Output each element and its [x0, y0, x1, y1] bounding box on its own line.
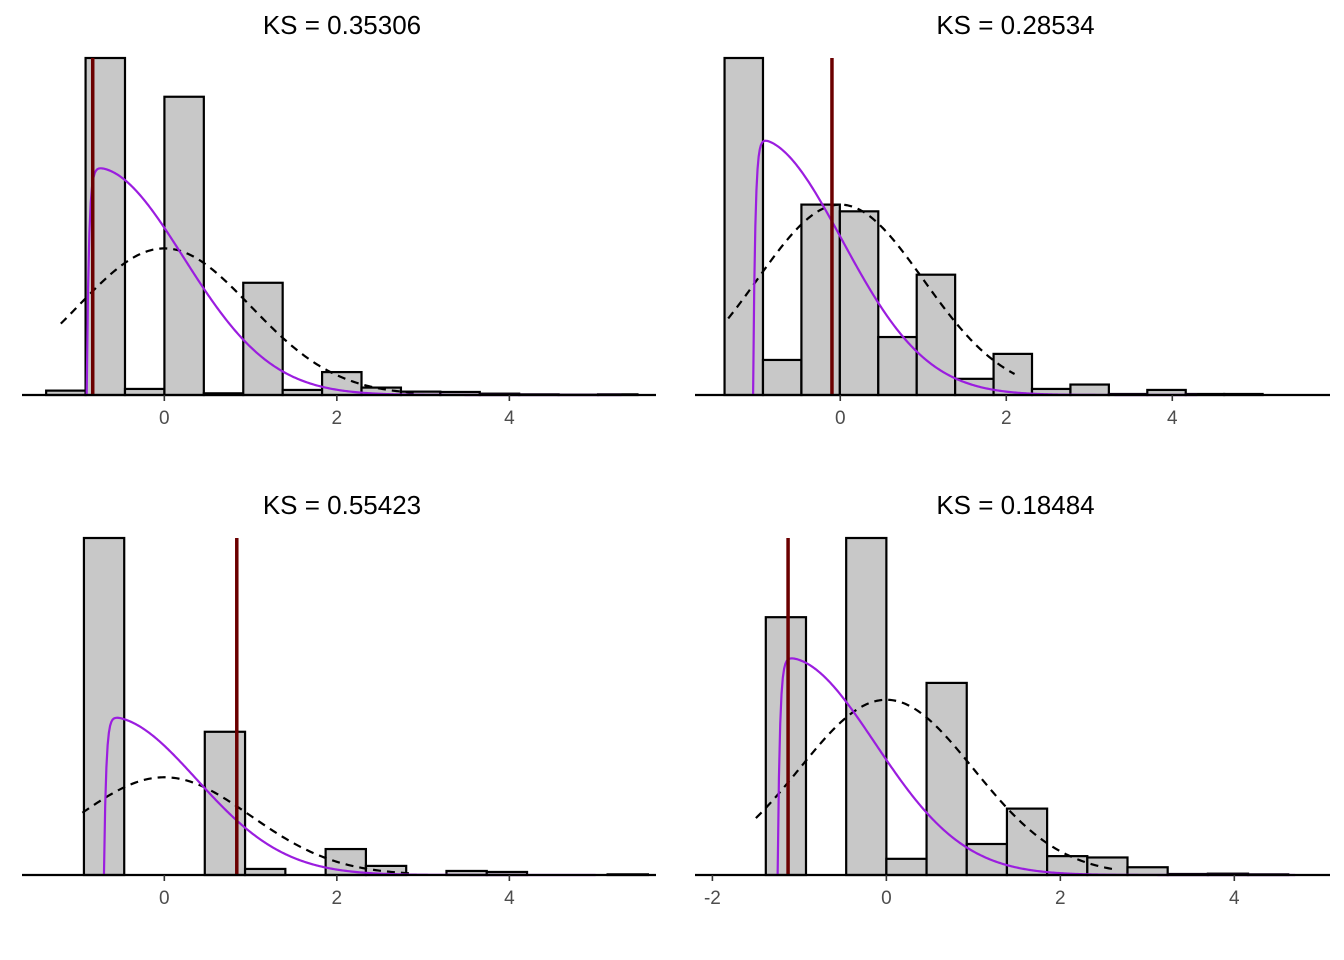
histogram-bar: [163, 95, 205, 397]
normal-density-curve: [727, 203, 1016, 375]
panel-title: KS = 0.28534: [936, 10, 1094, 40]
histogram-panel-3: KS = 0.55423 0 2 4: [22, 490, 656, 909]
x-tick-label: 0: [159, 888, 170, 909]
histogram-bar: [845, 536, 888, 877]
histogram-bar: [992, 352, 1034, 397]
histogram-bar: [838, 210, 880, 397]
x-tick-label: 2: [332, 408, 343, 429]
normal-density-curve: [81, 776, 415, 875]
histogram-bar: [885, 857, 928, 877]
x-tick-label: 0: [881, 888, 892, 909]
histogram-bar: [915, 273, 957, 397]
x-tick-label: -2: [704, 888, 721, 909]
histogram-bar: [203, 730, 247, 877]
histogram-bar: [723, 56, 765, 397]
histogram-bar: [965, 842, 1009, 877]
histogram-bar: [242, 281, 284, 397]
histogram-bar: [761, 358, 803, 397]
x-tick-label: 4: [1167, 408, 1178, 429]
histogram-panel-4: KS = 0.18484 -2 0 2 4: [695, 490, 1330, 909]
normal-density-curve: [60, 247, 415, 394]
histogram-bar: [1069, 383, 1110, 397]
histogram-panel-1: KS = 0.35306 0 2 4: [22, 10, 656, 429]
x-tick-label: 4: [504, 408, 515, 429]
x-tick-label: 4: [1229, 888, 1240, 909]
histogram-bar: [324, 847, 368, 877]
histogram-panel-2: KS = 0.28534 0 2 4: [695, 10, 1330, 429]
histogram-bar: [1005, 807, 1049, 877]
normal-density-curve: [755, 698, 1113, 871]
histogram-bar: [764, 616, 808, 877]
x-tick-label: 0: [159, 408, 170, 429]
x-tick-label: 2: [332, 888, 343, 909]
x-tick-label: 4: [504, 888, 515, 909]
x-tick-label: 0: [835, 408, 846, 429]
histogram-bar: [1086, 856, 1129, 877]
panel-title: KS = 0.55423: [263, 490, 421, 520]
panel-title: KS = 0.18484: [936, 490, 1094, 520]
panel-title: KS = 0.35306: [263, 10, 421, 40]
x-tick-label: 2: [1055, 888, 1066, 909]
histogram-bar: [925, 681, 968, 877]
x-tick-label: 2: [1001, 408, 1012, 429]
histogram-bar: [800, 203, 841, 397]
